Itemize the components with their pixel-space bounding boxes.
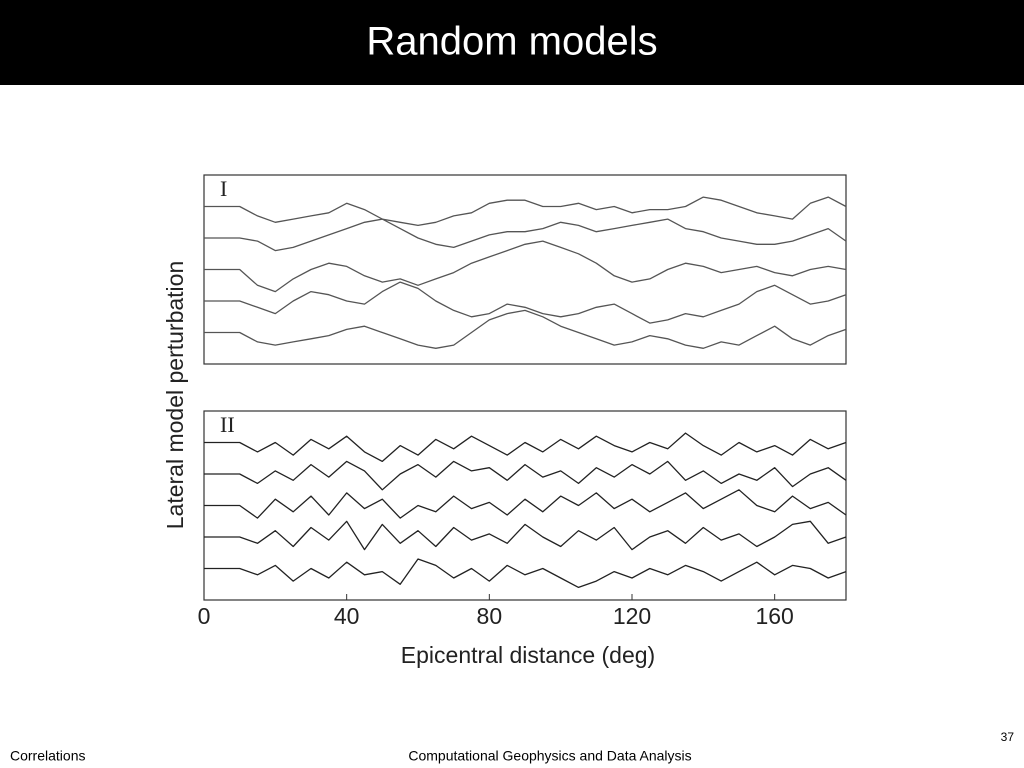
title-bar [0,0,1024,85]
x-tick-label: 160 [755,603,793,629]
footer-center: Computational Geophysics and Data Analys… [408,748,691,764]
panel-label: I [220,176,227,201]
trace-line [204,196,847,227]
trace-line [204,309,847,349]
trace-line [204,489,847,519]
trace-line [204,520,847,551]
plot-frame [203,174,847,365]
trace-line [204,281,847,324]
x-tick-label: 0 [198,603,211,629]
trace-line [204,240,847,293]
trace-line [204,460,847,491]
footer-left: Correlations [10,748,85,764]
y-axis-label: Lateral model perturbation [162,261,188,530]
trace-line [204,432,847,463]
trace-line [204,558,847,589]
x-axis-label: Epicentral distance (deg) [401,642,655,668]
page-number: 37 [1001,730,1015,744]
x-tick-label: 80 [477,603,503,629]
trace-line [204,218,847,252]
x-tick-label: 40 [334,603,360,629]
slide-title: Random models [366,20,657,64]
x-tick-label: 120 [613,603,651,629]
panel-label: II [220,412,235,437]
